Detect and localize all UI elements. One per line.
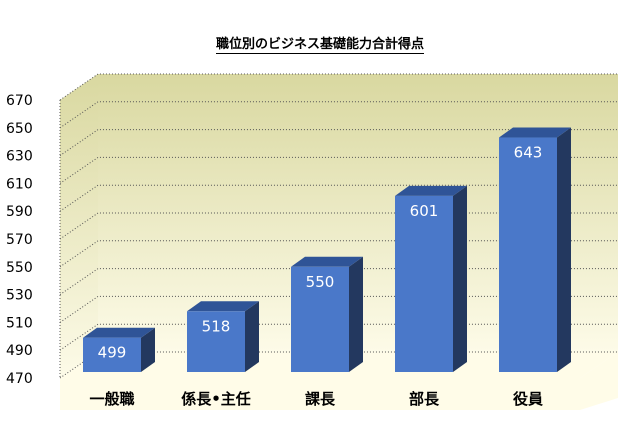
bar-side (557, 127, 571, 372)
x-tick-label: 部長 (409, 390, 440, 408)
y-tick-label: 570 (6, 232, 33, 248)
bar-front (187, 311, 245, 372)
y-tick-label: 550 (6, 260, 33, 276)
gridlines (59, 73, 618, 379)
gridline (59, 212, 618, 240)
side-wall (60, 74, 98, 378)
chart-title-text: 職位別のビジネス基礎能力合計得点 (215, 37, 424, 54)
bar-top (187, 301, 259, 312)
gridline (59, 240, 618, 268)
gridline (59, 351, 618, 379)
data-label: 499 (98, 344, 127, 362)
bar-top (499, 127, 571, 138)
gridline (59, 73, 618, 101)
data-label: 550 (306, 273, 335, 291)
data-label: 601 (410, 202, 439, 220)
y-tick-label: 670 (6, 93, 33, 109)
gridline (59, 268, 618, 296)
bar: 601 (395, 185, 467, 372)
bar: 643 (499, 127, 571, 372)
y-tick-label: 650 (6, 121, 33, 137)
bar-side (349, 256, 363, 372)
bar: 518 (187, 301, 259, 372)
gridline (59, 101, 618, 129)
x-tick-label: 係長•主任 (181, 390, 251, 408)
gridline (59, 295, 618, 323)
bar-top (83, 327, 155, 338)
x-tick-label: 課長 (305, 390, 336, 408)
bar-top (291, 256, 363, 267)
x-axis-ticks: 一般職 係長•主任 課長 部長 役員 (89, 390, 543, 408)
bar-front (395, 195, 453, 372)
bar: 499 (83, 327, 155, 372)
bar-side (245, 301, 259, 372)
bar-front (291, 266, 349, 372)
data-label: 518 (202, 317, 231, 335)
x-tick-label: 役員 (513, 390, 543, 408)
gridline (59, 323, 618, 351)
bar-side (453, 185, 467, 372)
bar-front (83, 337, 141, 372)
data-label: 643 (514, 144, 543, 162)
y-tick-label: 470 (6, 371, 33, 387)
y-tick-label: 630 (6, 149, 33, 165)
y-tick-label: 490 (6, 343, 33, 359)
y-tick-label: 590 (6, 204, 33, 220)
y-tick-label: 530 (6, 288, 33, 304)
bar: 550 (291, 256, 363, 372)
floor-front (60, 352, 618, 410)
gridline (59, 184, 618, 212)
bar-side (141, 327, 155, 372)
bar-top (395, 185, 467, 196)
y-tick-label: 510 (6, 315, 33, 331)
gridline (59, 129, 618, 157)
y-tick-label: 610 (6, 176, 33, 192)
gridline (59, 156, 618, 184)
chart-title: 職位別のビジネス基礎能力合計得点 (0, 33, 640, 54)
bar-front (499, 137, 557, 372)
x-tick-label: 一般職 (89, 390, 134, 408)
bars: 499 518 550 601 643 (83, 127, 571, 372)
y-axis-ticks: 470 490 510 530 550 570 590 610 630 650 670 (6, 93, 33, 387)
